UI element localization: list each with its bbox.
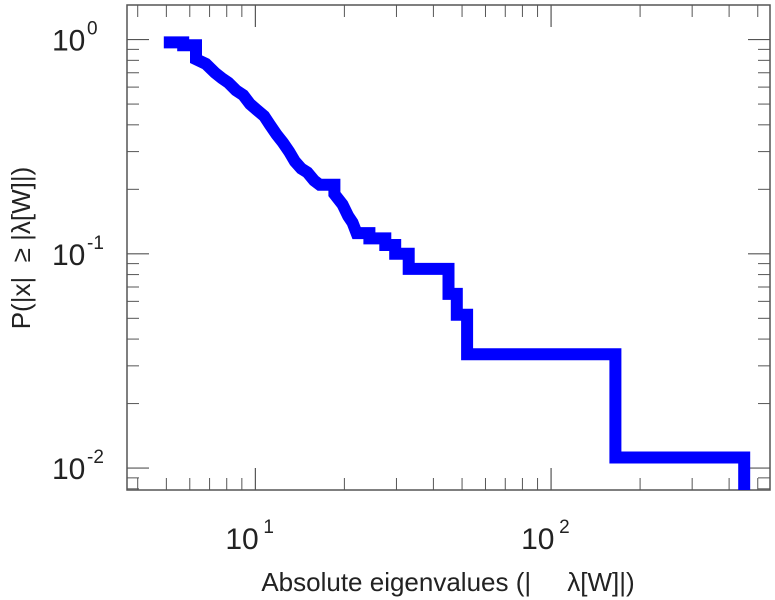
x-tick-label-exponent: 1 [263,517,274,538]
y-tick-label-exponent: -1 [87,233,104,254]
y-axis-label: P(|x| ≥ |λ[W]|) [6,167,36,330]
y-tick-label-exponent: -2 [87,447,104,468]
y-tick-label-base: 10 [52,239,85,272]
plot-frame [126,4,771,491]
tick-labels: 10 1 10 210 010 -110 -2 [52,19,570,556]
x-tick-label-exponent: 2 [559,517,570,538]
x-tick-label-base: 10 [521,523,554,556]
y-tick-label: 10 -1 [52,233,104,272]
minor-ticks [127,5,770,490]
y-tick-label: 10 -2 [52,447,104,486]
major-ticks [127,5,770,490]
series-line [163,36,751,490]
y-tick-label-base: 10 [52,453,85,486]
y-tick-label-exponent: 0 [87,19,98,40]
x-axis-label: Absolute eigenvalues (| λ[W]|) [261,567,634,597]
series-layer [163,36,751,490]
x-tick-label: 10 1 [225,517,274,556]
x-tick-label: 10 2 [521,517,570,556]
y-tick-label-base: 10 [52,25,85,58]
x-tick-label-base: 10 [225,523,258,556]
y-tick-label: 10 0 [52,19,98,58]
